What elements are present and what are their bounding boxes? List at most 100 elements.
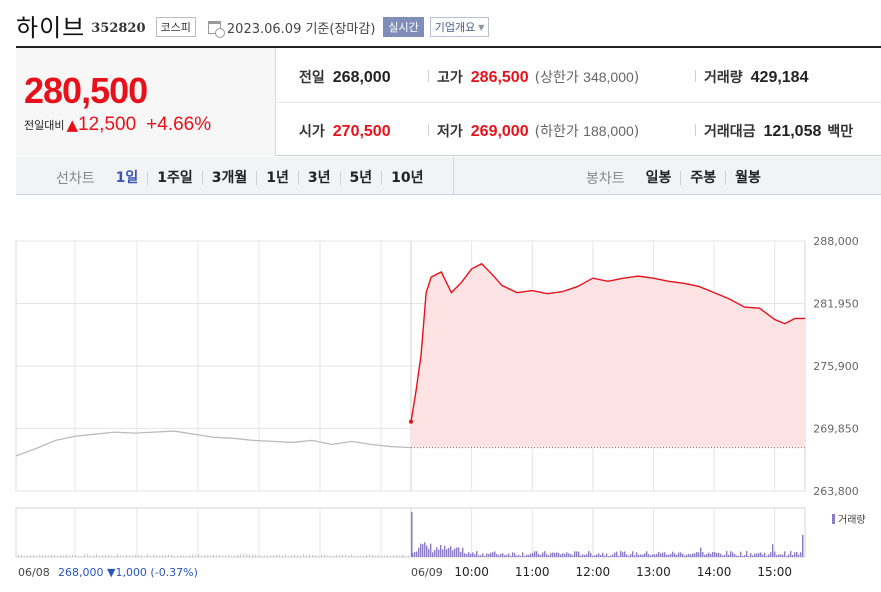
volume-bar: [630, 554, 632, 557]
volume-bar: [600, 554, 602, 557]
volume-bar: [492, 552, 494, 557]
date-label: 2023.06.09 기준(장마감): [226, 21, 376, 37]
today-area-fill: [411, 263, 805, 448]
tab-5y[interactable]: 5년: [339, 171, 382, 185]
volume-bar: [604, 555, 606, 557]
volume-bar: [252, 554, 254, 557]
volume-bar: [258, 554, 260, 557]
x-tick-label: 15:00: [757, 565, 792, 579]
volume-bar: [544, 551, 546, 557]
volume-bar: [114, 555, 116, 557]
volume-bar: [186, 555, 188, 557]
volume-bar: [660, 553, 662, 557]
volume-bar: [590, 552, 592, 557]
tab-3m[interactable]: 3개월: [201, 171, 257, 185]
volume-bar: [330, 555, 332, 557]
volume-bar: [688, 553, 690, 557]
volume-bar: [81, 555, 83, 557]
line-chart-tabs: 선차트 1일 1주일 3개월 1년 3년 5년 10년: [56, 168, 433, 188]
tab-daily-candle[interactable]: 일봉: [645, 170, 672, 186]
volume-bar: [150, 555, 152, 557]
volume-bar: [458, 547, 460, 557]
today-price-line: [410, 262, 805, 422]
volume-bar: [714, 552, 716, 557]
volume-bar: [303, 554, 305, 557]
volume-bar: [333, 555, 335, 557]
realtime-button[interactable]: 실시간: [383, 17, 424, 37]
volume-bar: [21, 554, 23, 557]
volume-bar: [578, 551, 580, 557]
volume-bar: [634, 555, 636, 557]
volume-bar: [720, 553, 722, 557]
volume-bar: [478, 555, 480, 557]
volume-bar: [674, 553, 676, 557]
volume-bar: [174, 555, 176, 557]
volume-bar: [780, 554, 782, 557]
candle-chart-title: 봉차트: [586, 171, 625, 187]
volume-bar: [782, 554, 784, 557]
volume-bar: [800, 552, 802, 557]
volume-bar: [434, 549, 436, 557]
volume-bar: [430, 543, 432, 557]
volume-bar: [414, 551, 416, 557]
volume-bar: [652, 554, 654, 557]
volume-bar: [24, 555, 26, 557]
volume-bar: [111, 555, 113, 557]
volume-bar: [120, 555, 122, 557]
up-arrow-icon: ▲: [66, 116, 79, 134]
volume-legend-swatch: [832, 514, 835, 524]
volume-bar: [744, 555, 746, 557]
volume-bar: [522, 552, 524, 557]
volume-bar: [180, 555, 182, 557]
volume-bar: [520, 555, 522, 557]
volume-bar: [306, 555, 308, 557]
volume-bar: [300, 555, 302, 557]
volume-bar: [456, 547, 458, 557]
volume-bar: [147, 554, 149, 557]
volume-bar: [558, 552, 560, 557]
volume-bar: [240, 554, 242, 557]
volume-bar: [616, 551, 618, 557]
volume-bar: [363, 555, 365, 557]
volume-bar: [498, 555, 500, 557]
volume-bar: [231, 555, 233, 557]
volume-bar: [452, 550, 454, 557]
volume-bar: [526, 554, 528, 557]
company-overview-button[interactable]: 기업개요 ▼: [429, 17, 490, 37]
volume-bar: [39, 554, 41, 557]
volume-bar: [345, 554, 347, 557]
stat-separator: [428, 124, 429, 136]
volume-bar: [378, 555, 380, 557]
volume-bar: [678, 552, 680, 557]
volume-bar: [312, 554, 314, 557]
volume-bar: [606, 553, 608, 557]
volume-bar: [518, 554, 520, 557]
volume-bar: [740, 551, 742, 557]
volume-bar: [534, 551, 536, 557]
volume-bar: [734, 554, 736, 557]
tab-10y[interactable]: 10년: [381, 171, 432, 185]
volume-bar: [798, 554, 800, 557]
volume-bar: [528, 554, 530, 557]
volume-bar: [219, 555, 221, 557]
tab-3y[interactable]: 3년: [297, 171, 340, 185]
volume-bar: [168, 554, 170, 557]
chart-labels: 288,000 281,950 275,900 269,850 263,800 거래량 06…: [18, 235, 866, 579]
volume-bar: [294, 554, 296, 557]
tab-monthly-candle[interactable]: 월봉: [725, 171, 770, 185]
stat-separator: [428, 70, 429, 82]
stat-separator: [695, 70, 696, 82]
volume-bar: [664, 552, 666, 557]
tab-weekly-candle[interactable]: 주봉: [680, 171, 725, 185]
stat-label: 전일: [299, 70, 325, 86]
tab-1d[interactable]: 1일: [115, 170, 139, 186]
tab-1y[interactable]: 1년: [256, 171, 298, 185]
volume-bar: [432, 552, 434, 557]
tab-1w[interactable]: 1주일: [147, 171, 202, 185]
stat-separator: [695, 124, 696, 136]
volume-bar: [141, 555, 143, 557]
volume-bar: [324, 554, 326, 557]
volume-bar: [786, 555, 788, 557]
volume-bar: [213, 554, 215, 557]
